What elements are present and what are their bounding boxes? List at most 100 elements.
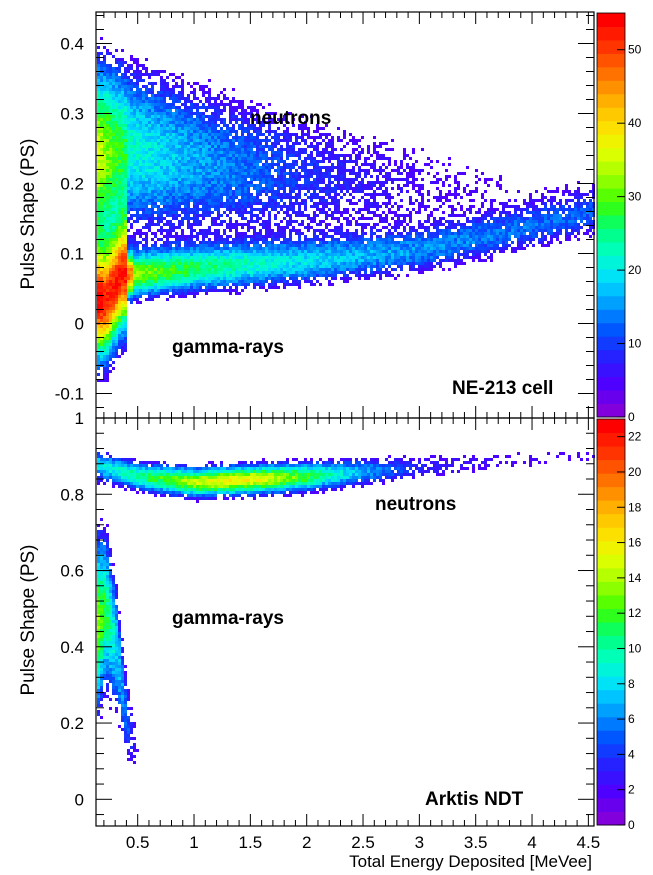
top-density-cell — [283, 256, 286, 259]
top-density-cell — [97, 358, 100, 361]
top-density-cell — [136, 253, 139, 256]
top-density-cell — [220, 214, 223, 217]
top-density-cell — [118, 277, 121, 280]
top-density-cell — [235, 211, 238, 214]
top-density-cell — [109, 139, 112, 142]
top-density-cell — [202, 193, 205, 196]
top-density-cell — [244, 139, 247, 142]
top-density-cell — [109, 184, 112, 187]
top-density-cell — [190, 103, 193, 106]
top-density-cell — [322, 172, 325, 175]
top-density-cell — [235, 139, 238, 142]
top-density-cell — [112, 223, 115, 226]
top-density-cell — [193, 211, 196, 214]
top-density-cell — [208, 121, 211, 124]
top-density-cell — [166, 148, 169, 151]
top-density-cell — [217, 157, 220, 160]
top-density-cell — [211, 289, 214, 292]
top-density-cell — [106, 151, 109, 154]
top-density-cell — [268, 118, 271, 121]
top-density-cell — [166, 205, 169, 208]
top-density-cell — [295, 274, 298, 277]
top-density-cell — [190, 133, 193, 136]
top-density-cell — [262, 181, 265, 184]
top-density-cell — [103, 190, 106, 193]
top-density-cell — [157, 229, 160, 232]
top-density-cell — [190, 241, 193, 244]
top-density-cell — [334, 166, 337, 169]
top-density-cell — [280, 268, 283, 271]
top-density-cell — [331, 202, 334, 205]
top-density-cell — [157, 181, 160, 184]
top-density-cell — [295, 181, 298, 184]
top-density-cell — [226, 136, 229, 139]
top-density-cell — [181, 109, 184, 112]
top-density-cell — [217, 199, 220, 202]
top-density-cell — [238, 250, 241, 253]
top-density-cell — [106, 229, 109, 232]
top-density-cell — [142, 247, 145, 250]
top-density-cell — [307, 154, 310, 157]
top-density-cell — [115, 331, 118, 334]
top-density-cell — [217, 193, 220, 196]
top-density-cell — [217, 148, 220, 151]
top-density-cell — [109, 274, 112, 277]
top-density-cell — [118, 103, 121, 106]
top-density-cell — [295, 175, 298, 178]
top-density-cell — [235, 226, 238, 229]
top-density-cell — [97, 172, 100, 175]
top-density-cell — [145, 259, 148, 262]
top-density-cell — [142, 238, 145, 241]
top-density-cell — [124, 112, 127, 115]
top-density-cell — [229, 265, 232, 268]
top-density-cell — [208, 271, 211, 274]
top-density-cell — [100, 277, 103, 280]
top-density-cell — [313, 244, 316, 247]
top-density-cell — [184, 262, 187, 265]
top-density-cell — [124, 109, 127, 112]
top-density-cell — [241, 163, 244, 166]
top-density-cell — [109, 265, 112, 268]
top-density-cell — [100, 85, 103, 88]
top-density-cell — [106, 130, 109, 133]
top-density-cell — [163, 70, 166, 73]
top-density-cell — [208, 97, 211, 100]
top-density-cell — [262, 175, 265, 178]
top-density-cell — [163, 190, 166, 193]
top-density-cell — [100, 313, 103, 316]
top-density-cell — [328, 202, 331, 205]
top-density-cell — [109, 256, 112, 259]
top-density-cell — [295, 163, 298, 166]
top-density-cell — [241, 172, 244, 175]
top-density-cell — [196, 175, 199, 178]
top-density-cell — [178, 169, 181, 172]
top-density-cell — [208, 250, 211, 253]
top-density-cell — [271, 202, 274, 205]
top-density-cell — [115, 280, 118, 283]
top-density-cell — [337, 136, 340, 139]
top-density-cell — [328, 262, 331, 265]
top-density-cell — [289, 181, 292, 184]
top-density-cell — [121, 220, 124, 223]
top-density-cell — [202, 289, 205, 292]
top-density-cell — [325, 277, 328, 280]
top-density-cell — [343, 181, 346, 184]
top-density-cell — [166, 241, 169, 244]
top-density-cell — [109, 88, 112, 91]
top-density-cell — [169, 244, 172, 247]
top-density-cell — [304, 142, 307, 145]
top-density-cell — [274, 205, 277, 208]
top-density-cell — [109, 244, 112, 247]
top-density-cell — [148, 187, 151, 190]
top-density-cell — [106, 103, 109, 106]
top-density-cell — [112, 289, 115, 292]
top-density-cell — [259, 172, 262, 175]
top-density-cell — [229, 250, 232, 253]
top-density-cell — [247, 136, 250, 139]
top-density-cell — [202, 169, 205, 172]
top-density-cell — [226, 97, 229, 100]
top-density-cell — [163, 139, 166, 142]
top-density-cell — [232, 97, 235, 100]
top-density-cell — [205, 178, 208, 181]
top-density-cell — [172, 205, 175, 208]
